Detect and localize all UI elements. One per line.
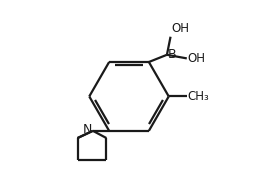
- Text: CH₃: CH₃: [188, 90, 209, 103]
- Text: OH: OH: [188, 52, 206, 65]
- Text: B: B: [168, 48, 176, 61]
- Text: N: N: [83, 123, 92, 136]
- Text: OH: OH: [172, 22, 189, 35]
